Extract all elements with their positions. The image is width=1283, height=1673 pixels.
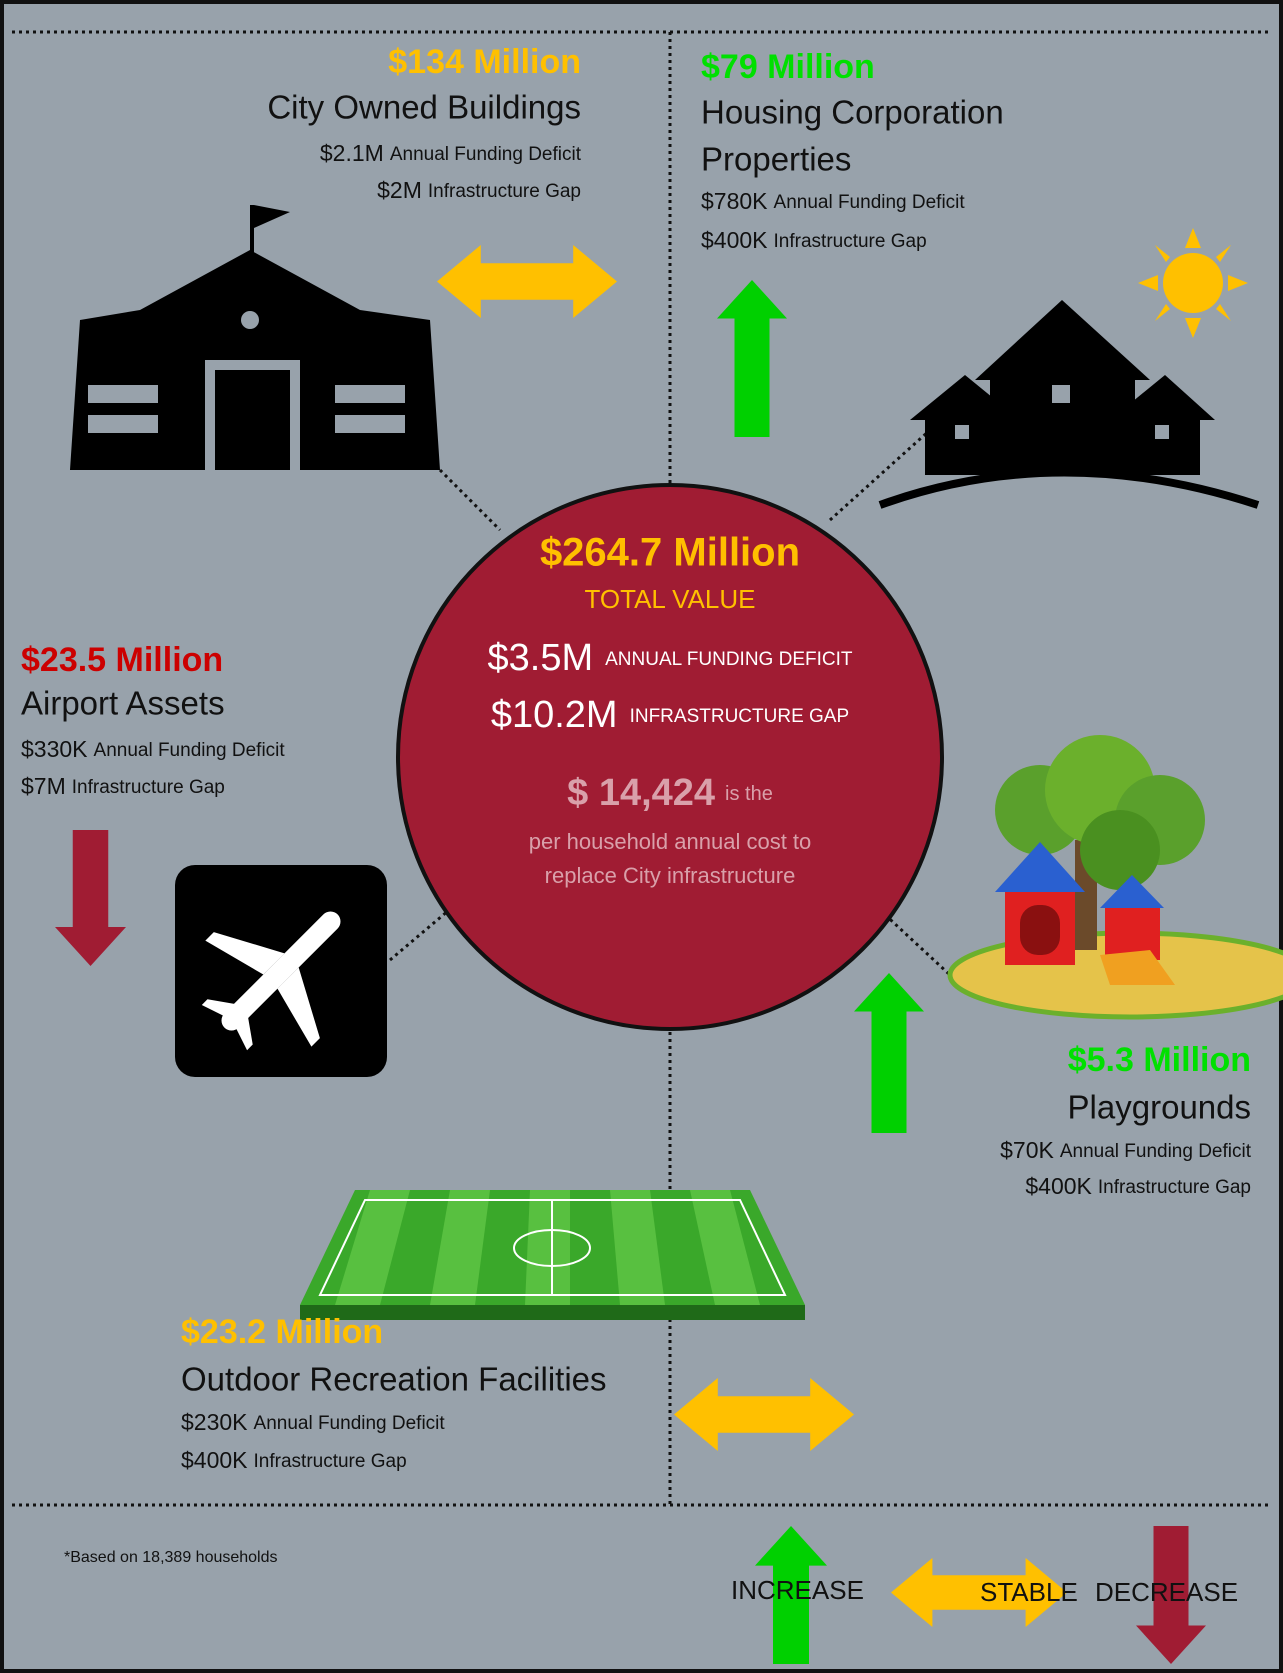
amount: $2.1M	[320, 140, 384, 166]
deficit-line: $330K Annual Funding Deficit	[21, 736, 285, 762]
section-name: Properties	[701, 141, 851, 178]
soccer-field-icon	[300, 1190, 805, 1320]
label: Annual Funding Deficit	[1060, 1141, 1252, 1162]
section-name: Playgrounds	[1068, 1089, 1251, 1126]
amount: $3.5M	[488, 637, 594, 679]
gap-line: $400K Infrastructure Gap	[1025, 1173, 1251, 1199]
legend-decrease: DECREASE	[1095, 1577, 1238, 1607]
label: Infrastructure Gap	[774, 231, 927, 252]
amount: $330K	[21, 736, 88, 762]
amount: $7M	[21, 773, 66, 799]
section-value: $23.2 Million	[181, 1313, 383, 1351]
label: INFRASTRUCTURE GAP	[630, 706, 850, 727]
section-value: $79 Million	[701, 48, 875, 86]
amount: $10.2M	[491, 694, 618, 736]
deficit-line: $230K Annual Funding Deficit	[181, 1409, 445, 1435]
amount: $70K	[1000, 1137, 1054, 1163]
amount: $ 14,424	[567, 772, 715, 814]
footnote: *Based on 18,389 households	[64, 1549, 278, 1566]
label: Infrastructure Gap	[254, 1451, 407, 1472]
legend-stable: STABLE	[980, 1577, 1078, 1607]
deficit-line: $2.1M Annual Funding Deficit	[320, 140, 582, 166]
household-note: replace City infrastructure	[545, 863, 796, 888]
label: Annual Funding Deficit	[774, 192, 966, 213]
label: Infrastructure Gap	[428, 181, 581, 202]
deficit-line: $780K Annual Funding Deficit	[701, 188, 965, 214]
gap-line: $7M Infrastructure Gap	[21, 773, 225, 799]
label: Infrastructure Gap	[1098, 1177, 1251, 1198]
legend-increase: INCREASE	[731, 1575, 864, 1605]
infographic: $134 Million City Owned Buildings $2.1M A…	[0, 0, 1283, 1673]
section-value: $5.3 Million	[1068, 1041, 1251, 1079]
label: ANNUAL FUNDING DEFICIT	[605, 649, 853, 670]
amount: $400K	[181, 1447, 248, 1473]
amount: $2M	[377, 177, 422, 203]
section-value: $23.5 Million	[21, 641, 223, 679]
total-value: $264.7 Million	[540, 531, 800, 575]
total-value-label: TOTAL VALUE	[585, 584, 756, 614]
gap-line: $400K Infrastructure Gap	[701, 227, 927, 253]
section-name: Outdoor Recreation Facilities	[181, 1361, 607, 1398]
household-note: per household annual cost to	[529, 829, 812, 854]
section-name: Housing Corporation	[701, 94, 1004, 131]
amount: $400K	[701, 227, 768, 253]
gap-line: $400K Infrastructure Gap	[181, 1447, 407, 1473]
section-value: $134 Million	[388, 43, 581, 81]
amount: $400K	[1025, 1173, 1092, 1199]
airplane-icon	[171, 861, 390, 1080]
label: Annual Funding Deficit	[94, 740, 286, 761]
deficit-line: $70K Annual Funding Deficit	[1000, 1137, 1252, 1163]
label: Annual Funding Deficit	[254, 1413, 446, 1434]
label: is the	[725, 783, 773, 805]
amount: $780K	[701, 188, 768, 214]
amount: $230K	[181, 1409, 248, 1435]
section-name: City Owned Buildings	[267, 89, 581, 126]
label: Infrastructure Gap	[72, 777, 225, 798]
label: Annual Funding Deficit	[390, 144, 582, 165]
gap-line: $2M Infrastructure Gap	[377, 177, 581, 203]
section-name: Airport Assets	[21, 685, 225, 722]
